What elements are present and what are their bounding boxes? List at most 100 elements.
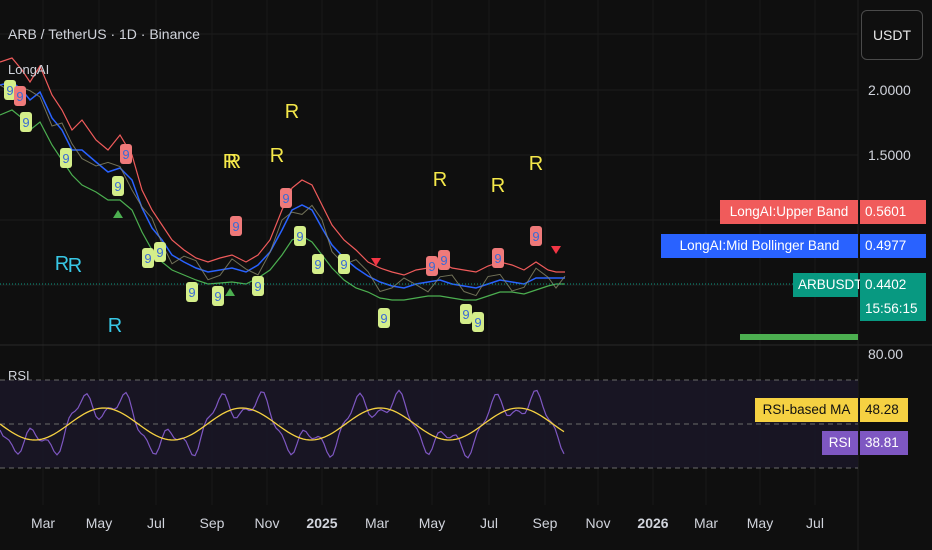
td-nine-label: 9: [122, 147, 129, 162]
td-nine-badge: [60, 148, 72, 168]
td-nine-badge: [378, 308, 390, 328]
time-axis-label: Jul: [480, 515, 498, 531]
volume-bar: [740, 334, 858, 340]
td-nine-label: 9: [494, 251, 501, 266]
td-nine-label: 9: [16, 89, 23, 104]
td-nine-badge: [338, 254, 350, 274]
time-axis-label: May: [747, 515, 773, 531]
bar-countdown-timer: 15:56:15: [860, 297, 926, 321]
legend-tag-value: 0.4977: [860, 234, 926, 258]
td-nine-badge: [154, 242, 166, 262]
rsi-pane-title[interactable]: RSI: [8, 368, 30, 383]
legend-tag-name: LongAI:Mid Bollinger Band: [661, 234, 858, 258]
rsi-tag-name: RSI-based MA: [755, 398, 858, 422]
time-axis-label: Mar: [31, 515, 55, 531]
rsi-line: [0, 389, 565, 459]
time-axis-label: Mar: [365, 515, 389, 531]
td-nine-badge: [142, 248, 154, 268]
legend-tag-value: 0.4402: [860, 273, 926, 297]
signal-r-label: R: [223, 151, 237, 173]
time-axis-label: Mar: [694, 515, 718, 531]
lower-band-line: [0, 109, 565, 301]
td-nine-badge: [230, 216, 242, 236]
td-nine-label: 9: [214, 289, 221, 304]
td-nine-badge: [426, 256, 438, 276]
td-nine-label: 9: [282, 191, 289, 206]
time-axis-label: Jul: [147, 515, 165, 531]
td-nine-label: 9: [254, 279, 261, 294]
rsi-pane[interactable]: [0, 379, 858, 469]
td-nine-label: 9: [462, 307, 469, 322]
td-nine-label: 9: [428, 259, 435, 274]
rsi-tag-value: 38.81: [860, 431, 908, 455]
signal-r-label: R: [433, 169, 447, 191]
rsi-tag-value: 48.28: [860, 398, 908, 422]
td-nine-label: 9: [532, 229, 539, 244]
signal-r-label: R: [491, 175, 505, 197]
td-nine-label: 9: [188, 285, 195, 300]
legend-tag-name: LongAI:Upper Band: [720, 200, 858, 224]
buy-triangle-icon: [225, 288, 235, 296]
signal-r-label: R: [270, 145, 284, 167]
td-nine-badge: [438, 250, 450, 270]
time-axis-label: May: [86, 515, 112, 531]
mid-band-line: [0, 81, 565, 289]
td-nine-label: 9: [474, 315, 481, 330]
signal-r-label: R: [285, 101, 299, 123]
td-nine-badge: [294, 226, 306, 246]
td-nine-label: 9: [380, 311, 387, 326]
td-nine-badge: [14, 86, 26, 106]
td-nine-label: 9: [156, 245, 163, 260]
currency-button[interactable]: USDT: [861, 10, 923, 60]
td-nine-badge: [530, 226, 542, 246]
time-axis-label: Sep: [533, 515, 558, 531]
legend-tag-value: 0.5601: [860, 200, 926, 224]
td-nine-label: 9: [114, 179, 121, 194]
td-nine-badge: [312, 254, 324, 274]
td-nine-badge: [212, 286, 224, 306]
time-axis-label: 2025: [306, 515, 337, 531]
time-axis-label: Nov: [255, 515, 280, 531]
sell-triangle-icon: [551, 246, 561, 254]
td-nine-badge: [460, 304, 472, 324]
sell-triangle-icon: [371, 258, 381, 266]
indicator-label[interactable]: LongAI: [8, 62, 50, 77]
td-nine-badge: [492, 248, 504, 268]
symbol-title[interactable]: ARB / TetherUS · 1D · Binance: [8, 26, 200, 42]
time-axis-label: Sep: [200, 515, 225, 531]
td-nine-label: 9: [440, 253, 447, 268]
td-nine-label: 9: [340, 257, 347, 272]
upper-band-line: [0, 57, 565, 276]
td-nine-badge: [120, 144, 132, 164]
td-nine-label: 9: [62, 151, 69, 166]
td-nine-badge: [280, 188, 292, 208]
signal-r-label: R: [529, 153, 543, 175]
signal-r-label: R: [55, 253, 69, 275]
rsi-ma-line: [0, 407, 565, 441]
td-nine-badge: [472, 312, 484, 332]
rsi-tag-name: RSI: [822, 431, 858, 455]
td-nine-label: 9: [296, 229, 303, 244]
time-axis-label: Jul: [806, 515, 824, 531]
td-nine-badge: [112, 176, 124, 196]
price-axis-tick: 2.0000: [868, 82, 911, 98]
rsi-axis-top-label: 80.00: [868, 346, 903, 362]
price-axis-tick: 1.5000: [868, 147, 911, 163]
price-line: [0, 84, 566, 297]
time-axis-label: 2026: [637, 515, 668, 531]
td-nine-label: 9: [232, 219, 239, 234]
legend-tag-name: ARBUSDT: [793, 273, 863, 297]
td-nine-label: 9: [6, 83, 13, 98]
td-nine-label: 9: [314, 257, 321, 272]
td-nine-label: 9: [144, 251, 151, 266]
signal-r-label: R: [68, 255, 82, 277]
chart-axes: 2.0000 1.5000 80.00 Mar May Jul Sep Nov 2025 Mar M…: [31, 82, 911, 531]
td-nine-badge: [252, 276, 264, 296]
td-nine-badge: [186, 282, 198, 302]
td-nine-label: 9: [22, 115, 29, 130]
signal-r-label: R: [227, 151, 241, 173]
td-nine-badge: [4, 80, 16, 100]
buy-triangle-icon: [113, 210, 123, 218]
time-axis-label: May: [419, 515, 445, 531]
